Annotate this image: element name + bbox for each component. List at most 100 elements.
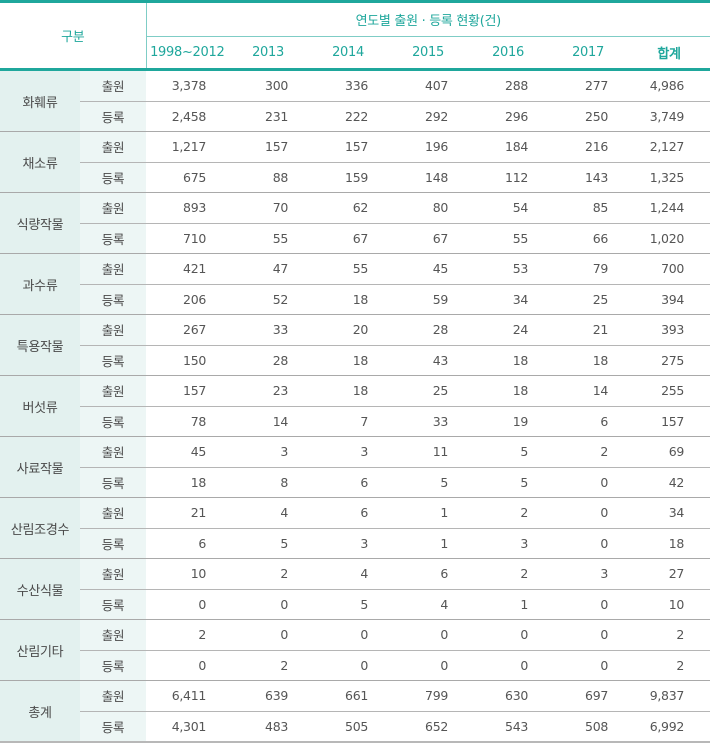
row-type-register: 등록 bbox=[80, 650, 147, 681]
total-cell: 9,837 bbox=[628, 680, 710, 712]
value-cell: 18 bbox=[548, 345, 629, 376]
value-cell: 67 bbox=[308, 223, 389, 254]
value-cell: 661 bbox=[308, 680, 389, 712]
value-cell: 184 bbox=[468, 131, 549, 163]
table-row: 등록 4,301 483 505 652 543 508 6,992 bbox=[0, 711, 710, 743]
total-cell: 393 bbox=[628, 314, 710, 346]
table-row: 등록 0 2 0 0 0 0 2 bbox=[0, 650, 710, 681]
row-type-apply: 출원 bbox=[80, 497, 147, 529]
total-cell: 255 bbox=[628, 375, 710, 407]
value-cell: 78 bbox=[146, 406, 229, 437]
column-header-2014: 2014 bbox=[308, 36, 389, 71]
value-cell: 14 bbox=[548, 375, 629, 407]
value-cell: 0 bbox=[308, 650, 389, 681]
value-cell: 18 bbox=[468, 345, 549, 376]
value-cell: 55 bbox=[228, 223, 309, 254]
total-cell: 1,244 bbox=[628, 192, 710, 224]
value-cell: 11 bbox=[388, 436, 469, 468]
value-cell: 0 bbox=[468, 650, 549, 681]
total-cell: 394 bbox=[628, 284, 710, 315]
value-cell: 6 bbox=[308, 497, 389, 529]
total-cell: 69 bbox=[628, 436, 710, 468]
value-cell: 6 bbox=[146, 528, 229, 559]
value-cell: 0 bbox=[228, 619, 309, 651]
value-cell: 222 bbox=[308, 101, 389, 132]
value-cell: 80 bbox=[388, 192, 469, 224]
value-cell: 2,458 bbox=[146, 101, 229, 132]
value-cell: 10 bbox=[146, 558, 229, 590]
value-cell: 4,301 bbox=[146, 711, 229, 743]
table-row: 등록 18 8 6 5 5 0 42 bbox=[0, 467, 710, 498]
value-cell: 697 bbox=[548, 680, 629, 712]
value-cell: 2 bbox=[146, 619, 229, 651]
value-cell: 45 bbox=[388, 253, 469, 285]
category-cell: 수산식물 bbox=[0, 558, 80, 620]
category-cell: 식량작물 bbox=[0, 192, 80, 254]
value-cell: 157 bbox=[146, 375, 229, 407]
row-type-apply: 출원 bbox=[80, 436, 147, 468]
table-row: 버섯류 출원 157 23 18 25 18 14 255 bbox=[0, 375, 710, 437]
row-type-register: 등록 bbox=[80, 223, 147, 254]
table-row: 총계 출원 6,411 639 661 799 630 697 9,837 bbox=[0, 680, 710, 743]
value-cell: 1 bbox=[468, 589, 549, 620]
total-cell: 2 bbox=[628, 619, 710, 651]
value-cell: 483 bbox=[228, 711, 309, 743]
table-row: 식량작물 출원 893 70 62 80 54 85 1,244 bbox=[0, 192, 710, 254]
value-cell: 21 bbox=[146, 497, 229, 529]
value-cell: 33 bbox=[228, 314, 309, 346]
value-cell: 196 bbox=[388, 131, 469, 163]
value-cell: 4 bbox=[388, 589, 469, 620]
column-header-2017: 2017 bbox=[548, 36, 629, 71]
value-cell: 292 bbox=[388, 101, 469, 132]
value-cell: 0 bbox=[548, 650, 629, 681]
category-cell: 과수류 bbox=[0, 253, 80, 315]
value-cell: 14 bbox=[228, 406, 309, 437]
value-cell: 88 bbox=[228, 162, 309, 193]
total-cell: 2 bbox=[628, 650, 710, 681]
value-cell: 0 bbox=[228, 589, 309, 620]
value-cell: 0 bbox=[388, 650, 469, 681]
row-type-register: 등록 bbox=[80, 101, 147, 132]
value-cell: 0 bbox=[388, 619, 469, 651]
value-cell: 231 bbox=[228, 101, 309, 132]
value-cell: 3 bbox=[468, 528, 549, 559]
value-cell: 5 bbox=[228, 528, 309, 559]
value-cell: 206 bbox=[146, 284, 229, 315]
value-cell: 20 bbox=[308, 314, 389, 346]
total-cell: 4,986 bbox=[628, 69, 710, 102]
value-cell: 28 bbox=[388, 314, 469, 346]
value-cell: 300 bbox=[228, 69, 309, 102]
value-cell: 893 bbox=[146, 192, 229, 224]
table-row: 채소류 출원 1,217 157 157 196 184 216 2,127 bbox=[0, 131, 710, 193]
total-cell: 2,127 bbox=[628, 131, 710, 163]
row-type-apply: 출원 bbox=[80, 314, 147, 346]
value-cell: 55 bbox=[468, 223, 549, 254]
category-cell: 특용작물 bbox=[0, 314, 80, 376]
value-cell: 421 bbox=[146, 253, 229, 285]
value-cell: 112 bbox=[468, 162, 549, 193]
table-header: 구분 연도별 출원 · 등록 현황(건) 1998~2012 2013 2014… bbox=[0, 1, 710, 71]
value-cell: 157 bbox=[228, 131, 309, 163]
value-cell: 52 bbox=[228, 284, 309, 315]
table-row: 특용작물 출원 267 33 20 28 24 21 393 bbox=[0, 314, 710, 376]
value-cell: 675 bbox=[146, 162, 229, 193]
total-cell: 275 bbox=[628, 345, 710, 376]
total-cell: 1,020 bbox=[628, 223, 710, 254]
table-row: 사료작물 출원 45 3 3 11 5 2 69 bbox=[0, 436, 710, 498]
value-cell: 0 bbox=[548, 528, 629, 559]
value-cell: 3 bbox=[308, 528, 389, 559]
table-row: 과수류 출원 421 47 55 45 53 79 700 bbox=[0, 253, 710, 315]
category-cell: 산림기타 bbox=[0, 619, 80, 681]
value-cell: 143 bbox=[548, 162, 629, 193]
value-cell: 0 bbox=[548, 497, 629, 529]
total-cell: 3,749 bbox=[628, 101, 710, 132]
value-cell: 47 bbox=[228, 253, 309, 285]
total-cell: 700 bbox=[628, 253, 710, 285]
total-cell: 27 bbox=[628, 558, 710, 590]
value-cell: 53 bbox=[468, 253, 549, 285]
value-cell: 85 bbox=[548, 192, 629, 224]
row-type-apply: 출원 bbox=[80, 69, 147, 102]
row-type-apply: 출원 bbox=[80, 619, 147, 651]
table-row: 산림기타 출원 2 0 0 0 0 0 2 bbox=[0, 619, 710, 681]
